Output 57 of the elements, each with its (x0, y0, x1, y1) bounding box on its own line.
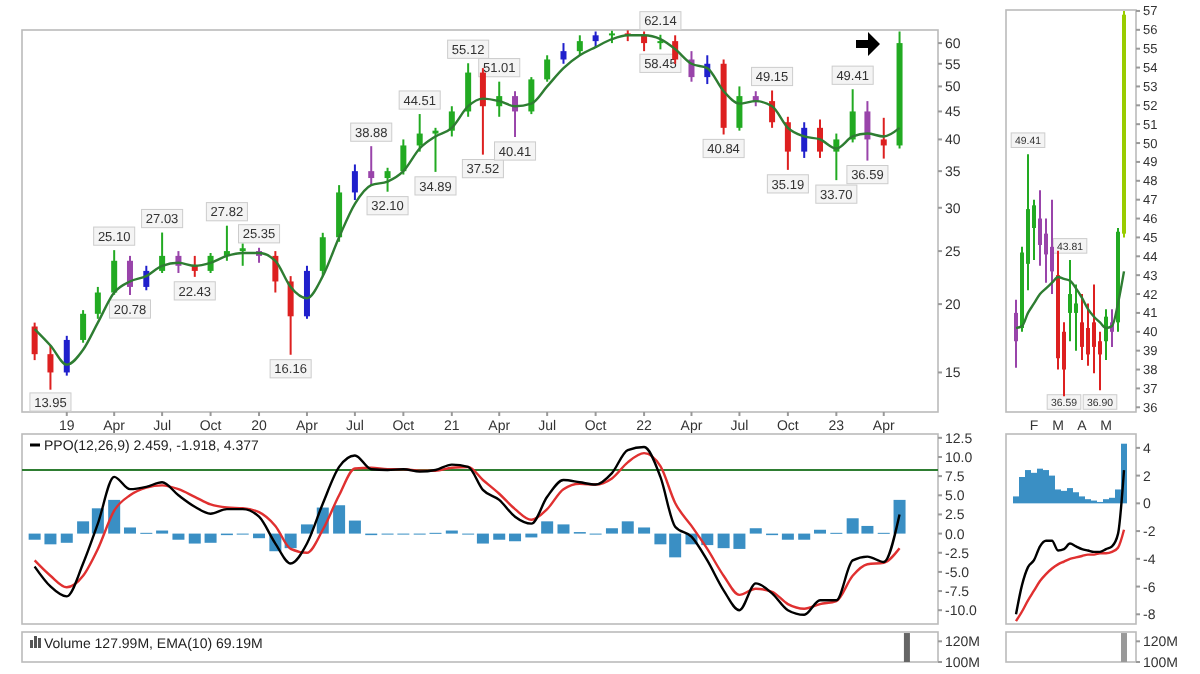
bar (348, 520, 361, 534)
bar (493, 533, 506, 540)
candlestick (368, 145, 375, 187)
line-series (1014, 528, 1126, 623)
bar (60, 533, 73, 543)
candlestick (47, 344, 54, 391)
bar (638, 527, 651, 534)
bar (333, 505, 346, 534)
candlestick (849, 88, 856, 144)
candlestick (1068, 258, 1072, 343)
bar (798, 533, 811, 540)
candlestick (416, 113, 423, 153)
candlestick (63, 334, 70, 377)
bar (172, 533, 185, 540)
candlestick (400, 138, 407, 176)
bar (204, 533, 217, 543)
candlestick (736, 85, 743, 132)
candlestick (544, 54, 551, 83)
bar (509, 533, 522, 542)
candlestick (336, 184, 343, 243)
candlestick (384, 166, 391, 193)
bar (781, 533, 794, 540)
candlestick (528, 76, 535, 116)
bar (1079, 496, 1085, 504)
candlestick (576, 34, 583, 57)
candlestick (479, 67, 486, 156)
candlestick (784, 115, 791, 171)
candlestick (1050, 198, 1054, 296)
bar (1019, 476, 1025, 504)
bar (188, 533, 201, 544)
candlestick (1014, 298, 1018, 369)
bar (749, 528, 762, 534)
candlestick (319, 231, 326, 278)
bar (1109, 497, 1115, 504)
candlestick (94, 285, 101, 320)
bar (123, 527, 136, 534)
candlestick (1074, 283, 1078, 352)
bar (1073, 492, 1079, 504)
candlestick (303, 264, 310, 320)
line-series (1014, 468, 1126, 616)
bar (300, 524, 313, 534)
bar (621, 521, 634, 534)
candlestick (239, 242, 246, 267)
candlestick (351, 163, 358, 201)
candlestick (880, 116, 887, 160)
candlestick (111, 249, 118, 296)
bar (557, 524, 570, 534)
candlestick (560, 42, 567, 65)
candlestick (801, 121, 808, 159)
bar (605, 528, 618, 534)
candlestick (80, 309, 87, 344)
candlestick (817, 118, 824, 159)
bar (541, 521, 554, 534)
bar (1049, 475, 1055, 504)
candlestick (864, 100, 871, 162)
candlestick (432, 126, 439, 173)
candlestick (1080, 293, 1084, 362)
